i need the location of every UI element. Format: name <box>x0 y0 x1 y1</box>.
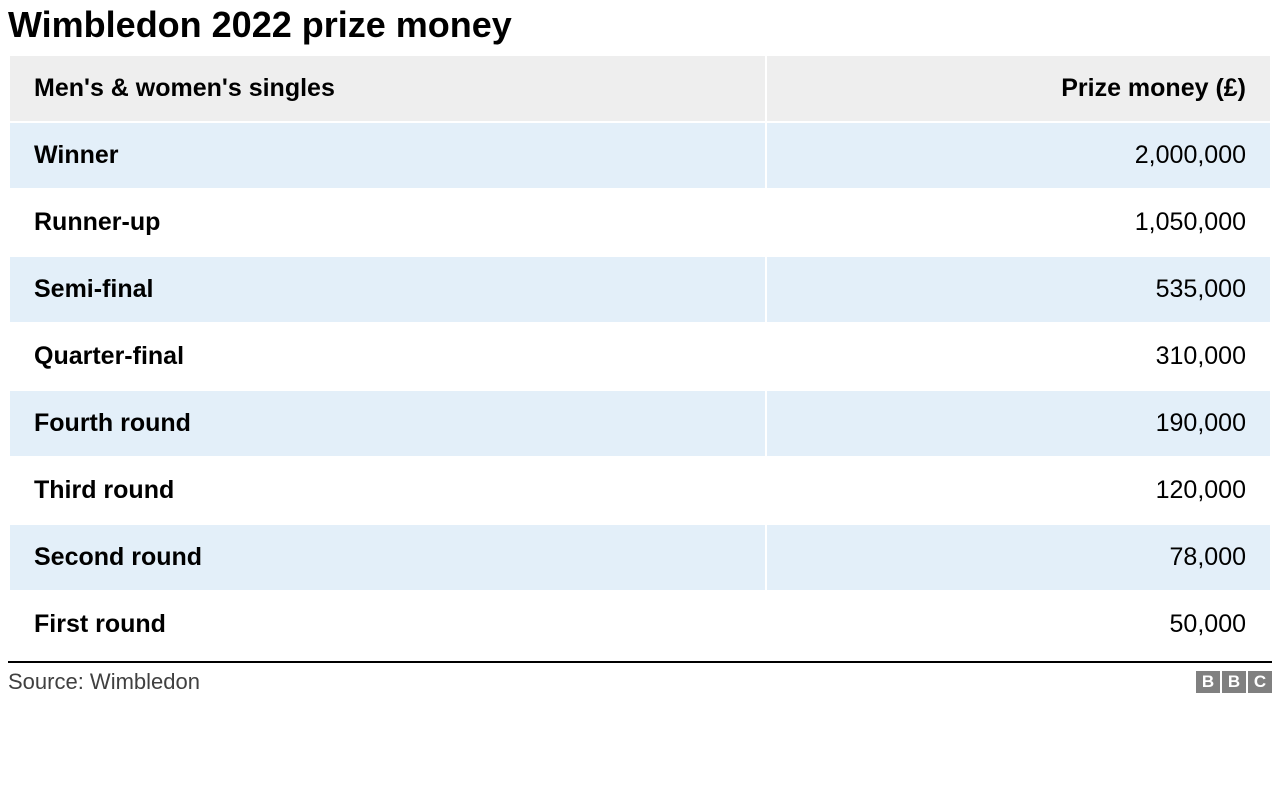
table-footer: Source: Wimbledon B B C <box>8 661 1272 695</box>
table-row: Runner-up 1,050,000 <box>10 190 1270 255</box>
round-cell: Runner-up <box>10 190 765 255</box>
prize-cell: 190,000 <box>767 391 1270 456</box>
table-row: Second round 78,000 <box>10 525 1270 590</box>
table-container: Wimbledon 2022 prize money Men's & women… <box>0 0 1280 699</box>
table-row: Fourth round 190,000 <box>10 391 1270 456</box>
table-row: Third round 120,000 <box>10 458 1270 523</box>
bbc-logo: B B C <box>1196 671 1272 693</box>
column-header-prize: Prize money (£) <box>767 56 1270 121</box>
round-cell: Third round <box>10 458 765 523</box>
table-row: Semi-final 535,000 <box>10 257 1270 322</box>
table-row: First round 50,000 <box>10 592 1270 657</box>
prize-cell: 535,000 <box>767 257 1270 322</box>
bbc-logo-letter: C <box>1248 671 1272 693</box>
prize-cell: 120,000 <box>767 458 1270 523</box>
source-text: Source: Wimbledon <box>8 669 200 695</box>
round-cell: Quarter-final <box>10 324 765 389</box>
prize-cell: 50,000 <box>767 592 1270 657</box>
prize-money-table: Men's & women's singles Prize money (£) … <box>8 54 1272 659</box>
round-cell: Second round <box>10 525 765 590</box>
bbc-logo-letter: B <box>1196 671 1220 693</box>
round-cell: First round <box>10 592 765 657</box>
prize-cell: 78,000 <box>767 525 1270 590</box>
table-row: Winner 2,000,000 <box>10 123 1270 188</box>
bbc-logo-letter: B <box>1222 671 1246 693</box>
column-header-category: Men's & women's singles <box>10 56 765 121</box>
prize-cell: 310,000 <box>767 324 1270 389</box>
table-row: Quarter-final 310,000 <box>10 324 1270 389</box>
prize-cell: 1,050,000 <box>767 190 1270 255</box>
prize-cell: 2,000,000 <box>767 123 1270 188</box>
page-title: Wimbledon 2022 prize money <box>8 4 1272 46</box>
round-cell: Semi-final <box>10 257 765 322</box>
round-cell: Fourth round <box>10 391 765 456</box>
round-cell: Winner <box>10 123 765 188</box>
table-header-row: Men's & women's singles Prize money (£) <box>10 56 1270 121</box>
